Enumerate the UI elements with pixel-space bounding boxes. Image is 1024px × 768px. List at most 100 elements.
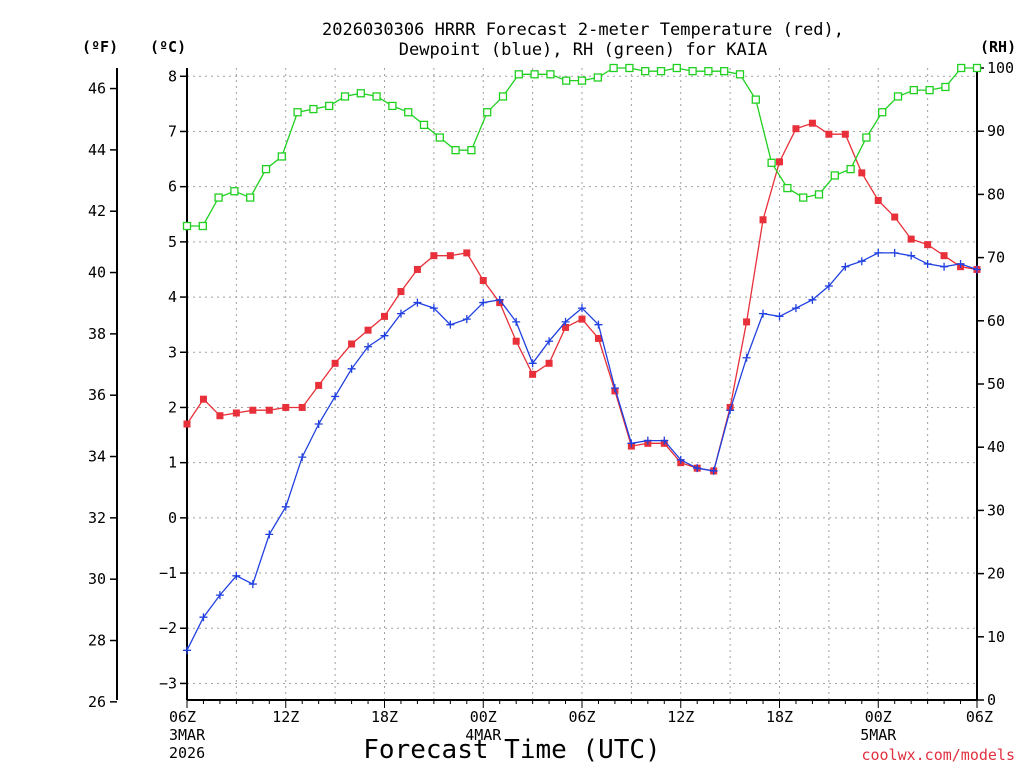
temperature-point	[874, 196, 882, 204]
temperature-point	[430, 252, 438, 260]
temperature-point	[331, 359, 339, 367]
rh-tick-label: 20	[987, 565, 1005, 583]
temperature-point	[183, 420, 191, 428]
dewpoint-point	[742, 353, 751, 362]
rh-point	[609, 63, 618, 73]
temperature-point	[265, 406, 273, 414]
time-tick-label: 18Z	[371, 708, 398, 726]
rh-point	[830, 171, 839, 180]
fahrenheit-tick-label: 40	[88, 264, 106, 282]
dewpoint-point	[791, 304, 800, 313]
celsius-tick-label: 3	[168, 343, 177, 361]
temperature-point	[743, 318, 751, 326]
fahrenheit-tick-label: 36	[88, 386, 106, 404]
dewpoint-point	[824, 282, 833, 291]
temperature-point	[413, 265, 421, 273]
rh-point	[862, 133, 871, 142]
fahrenheit-tick-label: 42	[88, 202, 106, 220]
temperature-point	[594, 334, 602, 342]
temperature-point	[463, 249, 471, 257]
dewpoint-point	[232, 571, 241, 580]
dewpoint-point	[561, 317, 570, 326]
rh-point	[720, 67, 729, 76]
rh-point	[246, 193, 255, 202]
rh-point	[277, 152, 286, 161]
fahrenheit-tick-label: 32	[88, 509, 106, 527]
dewpoint-point	[709, 466, 718, 475]
dewpoint-point	[940, 262, 949, 271]
dewpoint-point	[512, 317, 521, 326]
temperature-point	[759, 216, 767, 224]
rh-point	[419, 120, 429, 130]
celsius-tick-label: 5	[168, 233, 177, 251]
chart-title: 2026030306 HRRR Forecast 2-meter Tempera…	[322, 20, 844, 40]
dewpoint-point	[627, 439, 636, 448]
dewpoint-point	[314, 420, 323, 429]
grid-lines	[187, 68, 977, 700]
rh-point	[799, 193, 808, 202]
dewpoint-point	[857, 257, 866, 266]
temperature-point	[825, 130, 833, 138]
celsius-tick-label: 2	[168, 398, 177, 416]
rh-tick-label: 0	[987, 691, 996, 709]
celsius-tick-label: 6	[168, 178, 177, 196]
rh-point	[751, 95, 760, 104]
dewpoint-point	[528, 359, 537, 368]
dewpoint-point	[281, 502, 290, 511]
rh-point	[957, 63, 966, 73]
dewpoint-point	[726, 406, 735, 415]
rh-point	[530, 70, 539, 79]
fahrenheit-tick-label: 46	[88, 80, 106, 98]
time-tick-date-label: 4MAR	[465, 726, 502, 744]
dewpoint-point	[347, 364, 356, 373]
rh-point	[767, 158, 776, 167]
rh-point	[972, 63, 982, 73]
time-tick-label: 06Z	[169, 708, 196, 726]
rh-point	[451, 146, 460, 155]
fahrenheit-tick-label: 28	[88, 632, 106, 650]
rh-point	[356, 89, 365, 98]
dewpoint-point	[413, 298, 422, 307]
temperature-point	[348, 340, 356, 348]
temperature-point	[907, 235, 915, 243]
dewpoint-point	[331, 392, 340, 401]
dewpoint-point	[396, 309, 405, 318]
rh-point	[372, 92, 381, 101]
time-tick-label: 18Z	[766, 708, 793, 726]
dewpoint-point	[495, 295, 504, 304]
rh-point	[388, 101, 397, 111]
celsius-tick-label: 4	[168, 288, 177, 306]
fahrenheit-tick-label: 38	[88, 325, 106, 343]
dewpoint-point	[578, 304, 586, 313]
celsius-tick-label: −3	[159, 674, 177, 692]
rh-point	[309, 104, 318, 114]
dewpoint-point	[298, 453, 307, 462]
temperature-point	[776, 158, 783, 166]
fahrenheit-tick-label: 30	[88, 570, 106, 588]
dewpoint-point	[265, 530, 274, 539]
rh-point	[625, 63, 634, 73]
rh-point	[325, 101, 334, 111]
temperature-point	[364, 326, 372, 334]
dewpoint-point	[874, 248, 883, 257]
rh-point	[198, 221, 207, 231]
temperature-point	[381, 312, 388, 320]
dewpoint-point	[923, 259, 932, 268]
time-tick-date-label: 3MAR	[169, 726, 206, 744]
celsius-tick-label: −1	[159, 564, 177, 582]
time-tick-label: 06Z	[568, 708, 595, 726]
temperature-point	[578, 315, 586, 323]
fahrenheit-tick-label: 26	[88, 693, 106, 711]
dewpoint-point	[215, 591, 224, 600]
dewpoint-point	[693, 464, 702, 473]
rh-point	[483, 108, 492, 117]
rh-tick-label: 50	[987, 375, 1005, 393]
fahrenheit-tick-label: 34	[88, 448, 106, 466]
dewpoint-point	[660, 436, 669, 445]
temperature-point	[858, 169, 866, 177]
chart-subtitle: Dewpoint (blue), RH (green) for KAIA	[399, 40, 767, 60]
temperature-point	[216, 412, 224, 420]
dewpoint-point	[364, 342, 373, 351]
